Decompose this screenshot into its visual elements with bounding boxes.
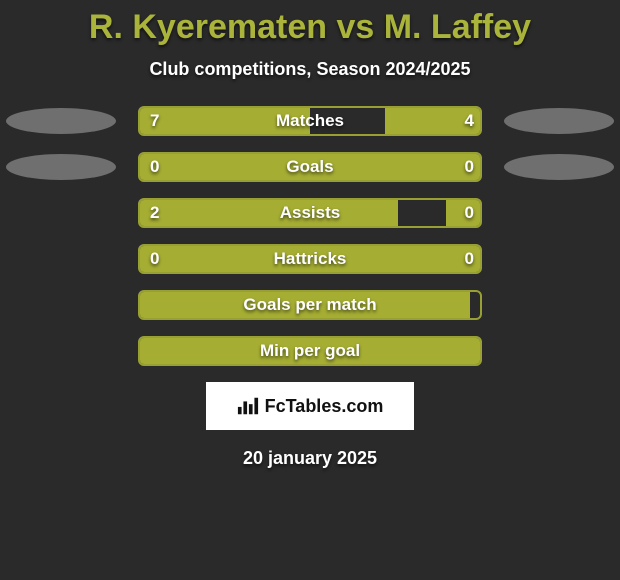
logo-box: FcTables.com	[206, 382, 414, 430]
fill-right	[310, 246, 480, 272]
stat-track	[138, 106, 482, 136]
value-right: 0	[465, 152, 474, 182]
value-left: 0	[150, 244, 159, 274]
player-badge-left	[6, 108, 116, 134]
player-badge-left	[6, 154, 116, 180]
stat-row: Min per goal	[0, 336, 620, 366]
stat-row: 74Matches	[0, 106, 620, 136]
stat-row: 00Hattricks	[0, 244, 620, 274]
page-subtitle: Club competitions, Season 2024/2025	[0, 59, 620, 80]
value-right: 4	[465, 106, 474, 136]
stats-container: 74Matches00Goals20Assists00HattricksGoal…	[0, 106, 620, 366]
value-left: 2	[150, 198, 159, 228]
player-badge-right	[504, 154, 614, 180]
fill-left	[140, 246, 310, 272]
stat-row: Goals per match	[0, 290, 620, 320]
value-left: 7	[150, 106, 159, 136]
bars-icon	[237, 397, 259, 415]
stat-track	[138, 198, 482, 228]
page-title: R. Kyerematen vs M. Laffey	[0, 0, 620, 47]
fill-left	[140, 338, 480, 364]
stat-track	[138, 152, 482, 182]
value-left: 0	[150, 152, 159, 182]
fill-left	[140, 108, 310, 134]
stat-track	[138, 336, 482, 366]
player-badge-right	[504, 108, 614, 134]
date-text: 20 january 2025	[0, 448, 620, 469]
stat-row: 00Goals	[0, 152, 620, 182]
fill-left	[140, 154, 310, 180]
value-right: 0	[465, 244, 474, 274]
stat-row: 20Assists	[0, 198, 620, 228]
fill-right	[310, 154, 480, 180]
value-right: 0	[465, 198, 474, 228]
fill-right	[446, 200, 480, 226]
stat-track	[138, 244, 482, 274]
stat-track	[138, 290, 482, 320]
fill-left	[140, 200, 398, 226]
logo-text: FcTables.com	[265, 396, 384, 417]
fill-left	[140, 292, 470, 318]
